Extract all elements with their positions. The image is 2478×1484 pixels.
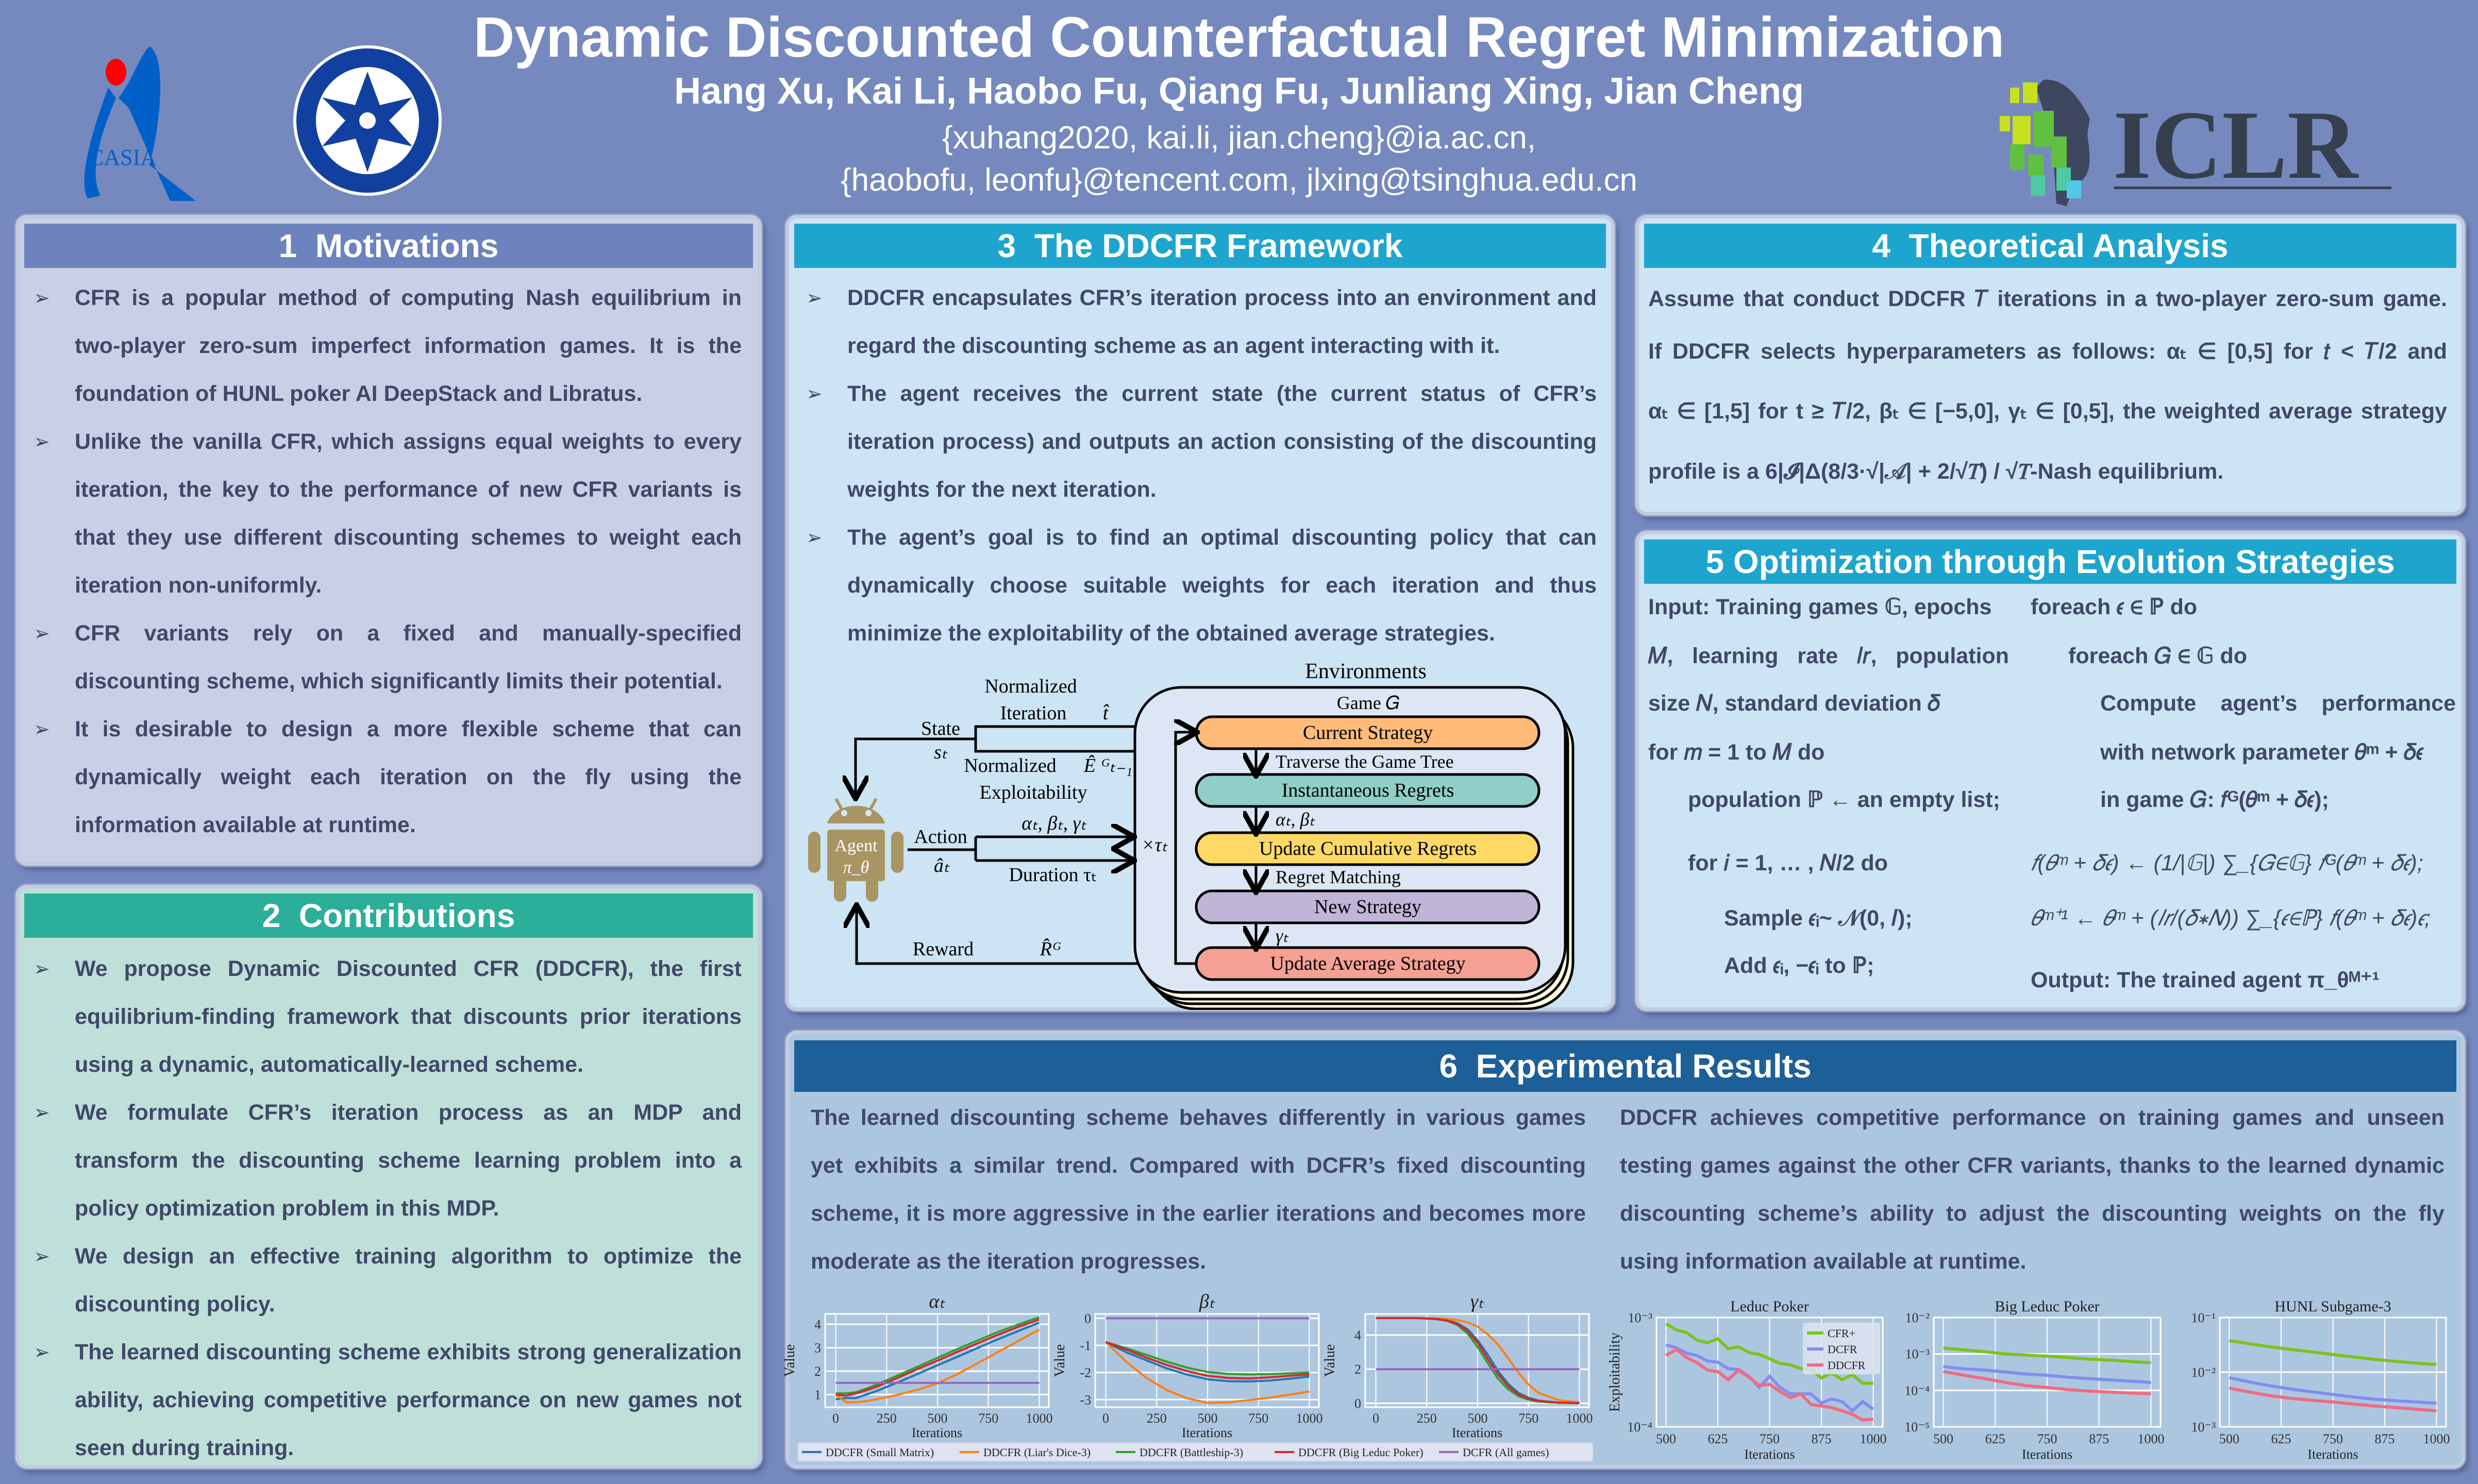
poster-title: Dynamic Discounted Counterfactual Regret… bbox=[473, 6, 2005, 69]
arrow-bullet-icon: ➢ bbox=[34, 1101, 50, 1124]
agent-policy-label: π_θ bbox=[843, 858, 869, 877]
list-item: ➢ CFR is a popular method of computing Na… bbox=[34, 274, 742, 418]
motivations-header: 1 Motivations bbox=[24, 224, 753, 268]
iclr-logo: ICLR bbox=[2000, 79, 2391, 206]
theory-header: 4 Theoretical Analysis bbox=[1644, 224, 2456, 268]
process-box bbox=[1195, 773, 1541, 808]
list-item: ➢ Unlike the vanilla CFR, which assigns e… bbox=[34, 418, 742, 610]
process-box bbox=[1195, 889, 1541, 924]
motivations-panel: 1 Motivations ➢ CFR is a popular method o… bbox=[15, 215, 762, 866]
process-box-label: Update Cumulative Regrets bbox=[1259, 838, 1477, 859]
process-box-label: Update Average Strategy bbox=[1270, 953, 1465, 974]
list-item: ➢ The agent receives the current state (t… bbox=[806, 370, 1597, 514]
arrow-bullet-icon: ➢ bbox=[806, 382, 823, 405]
state-label: State bbox=[921, 718, 960, 739]
arrow-bullet-icon: ➢ bbox=[34, 1245, 50, 1268]
algorithm-line: with network parameter 𝜃ᵐ + 𝛿𝜖 bbox=[2100, 740, 2424, 765]
action-symbol: âₜ bbox=[934, 855, 950, 876]
list-item: ➢ We formulate CFR’s iteration process as… bbox=[34, 1089, 742, 1233]
normalized-exploitability-label: Exploitability bbox=[980, 782, 1087, 803]
list-item: ➢ The agent’s goal is to find an optimal … bbox=[806, 514, 1597, 657]
casia-logo: CASIA bbox=[84, 46, 196, 201]
algorithm-line: population ℙ ← an empty list; bbox=[1688, 787, 2000, 812]
algorithm-line: size 𝑁, standard deviation 𝛿 bbox=[1648, 691, 1940, 716]
contributions-header: 2 Contributions bbox=[24, 893, 753, 938]
arrow-bullet-icon: ➢ bbox=[34, 1341, 50, 1363]
list-item: ➢ It is desirable to design a more flexib… bbox=[34, 705, 742, 849]
process-box-label: Current Strategy bbox=[1303, 722, 1433, 744]
authors: Hang Xu, Kai Li, Haobo Fu, Qiang Fu, Jun… bbox=[674, 71, 1804, 112]
optimization-header: 5 Optimization through Evolution Strateg… bbox=[1644, 539, 2456, 584]
contributions-panel: 2 Contributions ➢ We propose Dynamic Disc… bbox=[15, 885, 762, 1469]
algorithm-line: for 𝑚 = 1 to 𝑀 do bbox=[1648, 740, 1825, 765]
emails-line-1: {xuhang2020, kai.li, jian.cheng}@ia.ac.c… bbox=[942, 120, 1536, 156]
list-item: ➢ We design an effective training algorit… bbox=[34, 1233, 742, 1328]
casia-logo-text: CASIA bbox=[89, 145, 157, 170]
reward-label: Reward bbox=[913, 938, 974, 960]
environments-label: Environments bbox=[1305, 660, 1427, 683]
algorithm-line: 𝑓(𝜃ᵐ + 𝛿𝜖) ← (1/|𝔾|) ∑_{𝐺∈𝔾} 𝑓ᴳ(𝜃ᵐ + 𝛿𝜖)… bbox=[2031, 851, 2423, 875]
list-item: ➢ We propose Dynamic Discounted CFR (DDCF… bbox=[34, 945, 742, 1089]
normalized-iteration-label: Iteration bbox=[1000, 702, 1067, 724]
theory-line: If DDCFR selects hyperparameters as foll… bbox=[1648, 339, 2447, 364]
list-item: ➢ The learned discounting scheme exhibits… bbox=[34, 1328, 742, 1465]
process-box bbox=[1195, 831, 1541, 866]
list-item: ➢ DDCFR encapsulates CFR’s iteration proc… bbox=[806, 274, 1597, 370]
exploitability-symbol: Ê ᴳₜ₋₁ bbox=[1083, 755, 1132, 777]
arrow-bullet-icon: ➢ bbox=[34, 430, 50, 453]
algorithm-line: Input: Training games 𝔾, epochs bbox=[1648, 595, 1992, 619]
normalized-iteration-label: Normalized bbox=[984, 676, 1077, 697]
iclr-logo-text: ICLR bbox=[2113, 91, 2359, 199]
algorithm-line: Add 𝜖ᵢ, −𝜖ᵢ to ℙ; bbox=[1724, 953, 1874, 978]
results-text-left: The learned discounting scheme behaves d… bbox=[811, 1105, 1586, 1274]
theory-line: profile is a 6|𝓘|Δ(8/3·√|𝒜| + 2/√𝑇) / √𝑇… bbox=[1648, 459, 2224, 484]
algorithm-line: Compute agent’s performance bbox=[2100, 691, 2456, 716]
process-box-label: New Strategy bbox=[1314, 896, 1421, 918]
ddcfr-framework-diagram: Environments Game 𝐺 Current Strategy Inst… bbox=[808, 660, 1575, 1010]
arrow-bullet-icon: ➢ bbox=[806, 526, 823, 549]
arrow-bullet-icon: ➢ bbox=[34, 286, 50, 309]
arrow-bullet-icon: ➢ bbox=[806, 286, 823, 309]
theory-line: αₜ ∈ [1,5] for t ≥ 𝑇/2, βₜ ∈ [−5,0], γₜ … bbox=[1648, 399, 2447, 424]
weights-label: αₜ, βₜ, γₜ bbox=[1022, 813, 1086, 834]
results-panel: 6 Experimental Results The learned disco… bbox=[785, 1031, 2465, 1469]
emails-line-2: {haobofu, leonfu}@tencent.com, jlxing@ts… bbox=[840, 162, 1638, 198]
agent-robot-icon bbox=[808, 798, 903, 902]
normalized-exploitability-label: Normalized bbox=[964, 755, 1056, 777]
results-header: 6 Experimental Results bbox=[794, 1040, 2456, 1092]
action-label: Action bbox=[914, 826, 967, 848]
theory-line: Assume that conduct DDCFR 𝑇 iterations i… bbox=[1648, 286, 2447, 311]
algorithm-line: Sample 𝜖ᵢ~ 𝒩(0, 𝐼); bbox=[1724, 906, 1913, 931]
algorithm-line: 𝑀, learning rate 𝑙𝑟, population bbox=[1648, 644, 2009, 668]
arrow-bullet-icon: ➢ bbox=[34, 718, 50, 740]
algorithm-line: foreach 𝐺 ∈ 𝔾 do bbox=[2068, 644, 2247, 668]
arrow-bullet-icon: ➢ bbox=[34, 957, 50, 980]
optimization-panel: 5 Optimization through Evolution Strateg… bbox=[1635, 531, 2465, 1011]
list-item: ➢ CFR variants rely on a fixed and manual… bbox=[34, 610, 742, 705]
reward-symbol: R̂ᴳ bbox=[1040, 938, 1061, 960]
algorithm-line: foreach 𝜖 ∈ ℙ do bbox=[2031, 595, 2198, 619]
results-text-right: DDCFR achieves competitive performance o… bbox=[1620, 1105, 2444, 1274]
edge-label: Regret Matching bbox=[1276, 867, 1401, 887]
game-label: Game 𝐺 bbox=[1337, 693, 1400, 713]
algorithm-line: in game 𝐺: 𝑓ᴳ(𝜃ᵐ + 𝛿𝜖); bbox=[2100, 787, 2329, 812]
state-symbol: sₜ bbox=[934, 741, 948, 763]
algorithm-line: 𝜃ᵐ⁺¹ ← 𝜃ᵐ + (𝑙𝑟/(𝛿∗𝑁)) ∑_{𝜖∈ℙ} 𝑓(𝜃ᵐ + 𝛿𝜖… bbox=[2031, 906, 2431, 931]
duration-label: Duration τₜ bbox=[1009, 864, 1097, 886]
iteration-symbol: t̂ bbox=[1103, 702, 1110, 724]
process-box-label: Instantaneous Regrets bbox=[1282, 780, 1454, 801]
edge-label: Traverse the Game Tree bbox=[1276, 751, 1454, 772]
edge-label: γₜ bbox=[1276, 925, 1289, 946]
edge-label: αₜ, βₜ bbox=[1276, 809, 1315, 830]
arrow-bullet-icon: ➢ bbox=[34, 622, 50, 645]
algorithm-line: for 𝑖 = 1, … , 𝑁/2 do bbox=[1688, 851, 1888, 875]
framework-header: 3 The DDCFR Framework bbox=[794, 224, 1606, 268]
cas-seal-logo bbox=[293, 45, 442, 196]
theory-panel: 4 Theoretical Analysis Assume that condu… bbox=[1635, 215, 2465, 515]
times-tau-label: ×τₜ bbox=[1142, 834, 1168, 856]
algorithm-line: Output: The trained agent π_θᴹ⁺¹ bbox=[2031, 968, 2380, 992]
agent-label: Agent bbox=[834, 836, 878, 855]
